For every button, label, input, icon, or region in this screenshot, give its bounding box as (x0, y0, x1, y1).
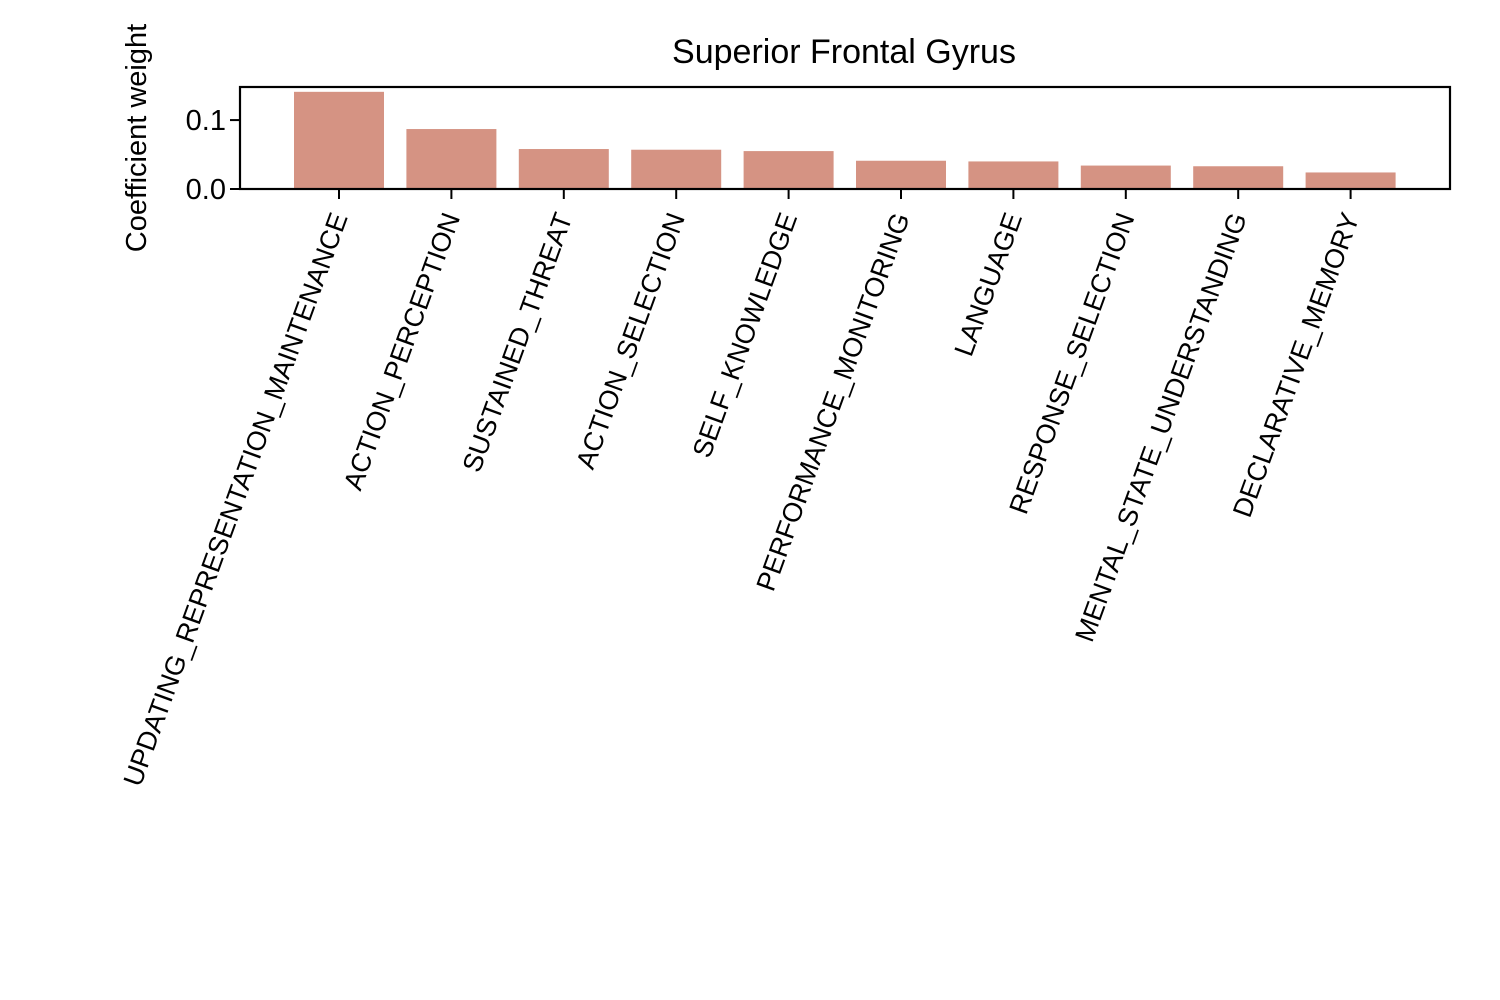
x-axis: UPDATING_REPRESENTATION_MAINTENANCEACTIO… (118, 189, 1365, 790)
y-tick-label: 0.0 (186, 174, 226, 206)
y-tick-label: 0.1 (186, 105, 226, 137)
bars-group (294, 91, 1396, 189)
plot-frame (238, 85, 1452, 191)
x-tick-label: ACTION_PERCEPTION (338, 209, 466, 494)
bar (518, 149, 609, 189)
x-tick-label: ACTION_SELECTION (570, 209, 691, 473)
bar (631, 149, 722, 189)
bar (1305, 172, 1396, 189)
bar (294, 91, 384, 189)
bar (743, 151, 834, 189)
x-tick-label: DECLARATIVE_MEMORY (1227, 209, 1365, 521)
y-axis: 0.0 0.1 (186, 105, 240, 206)
y-axis-label: Coefficient weight (121, 24, 153, 252)
bar (1080, 165, 1171, 189)
x-tick-label: SUSTAINED_THREAT (457, 209, 579, 476)
bar (1193, 166, 1284, 189)
bar (856, 160, 946, 189)
x-tick-label: LANGUAGE (949, 209, 1029, 360)
x-tick-label: SELF_KNOWLEDGE (687, 209, 803, 462)
bar (406, 129, 497, 189)
x-tick-label: RESPONSE_SELECTION (1003, 209, 1140, 518)
chart-title: Superior Frontal Gyrus (672, 33, 1016, 71)
x-tick-label: UPDATING_REPRESENTATION_MAINTENANCE (118, 209, 354, 790)
bar (968, 161, 1059, 189)
